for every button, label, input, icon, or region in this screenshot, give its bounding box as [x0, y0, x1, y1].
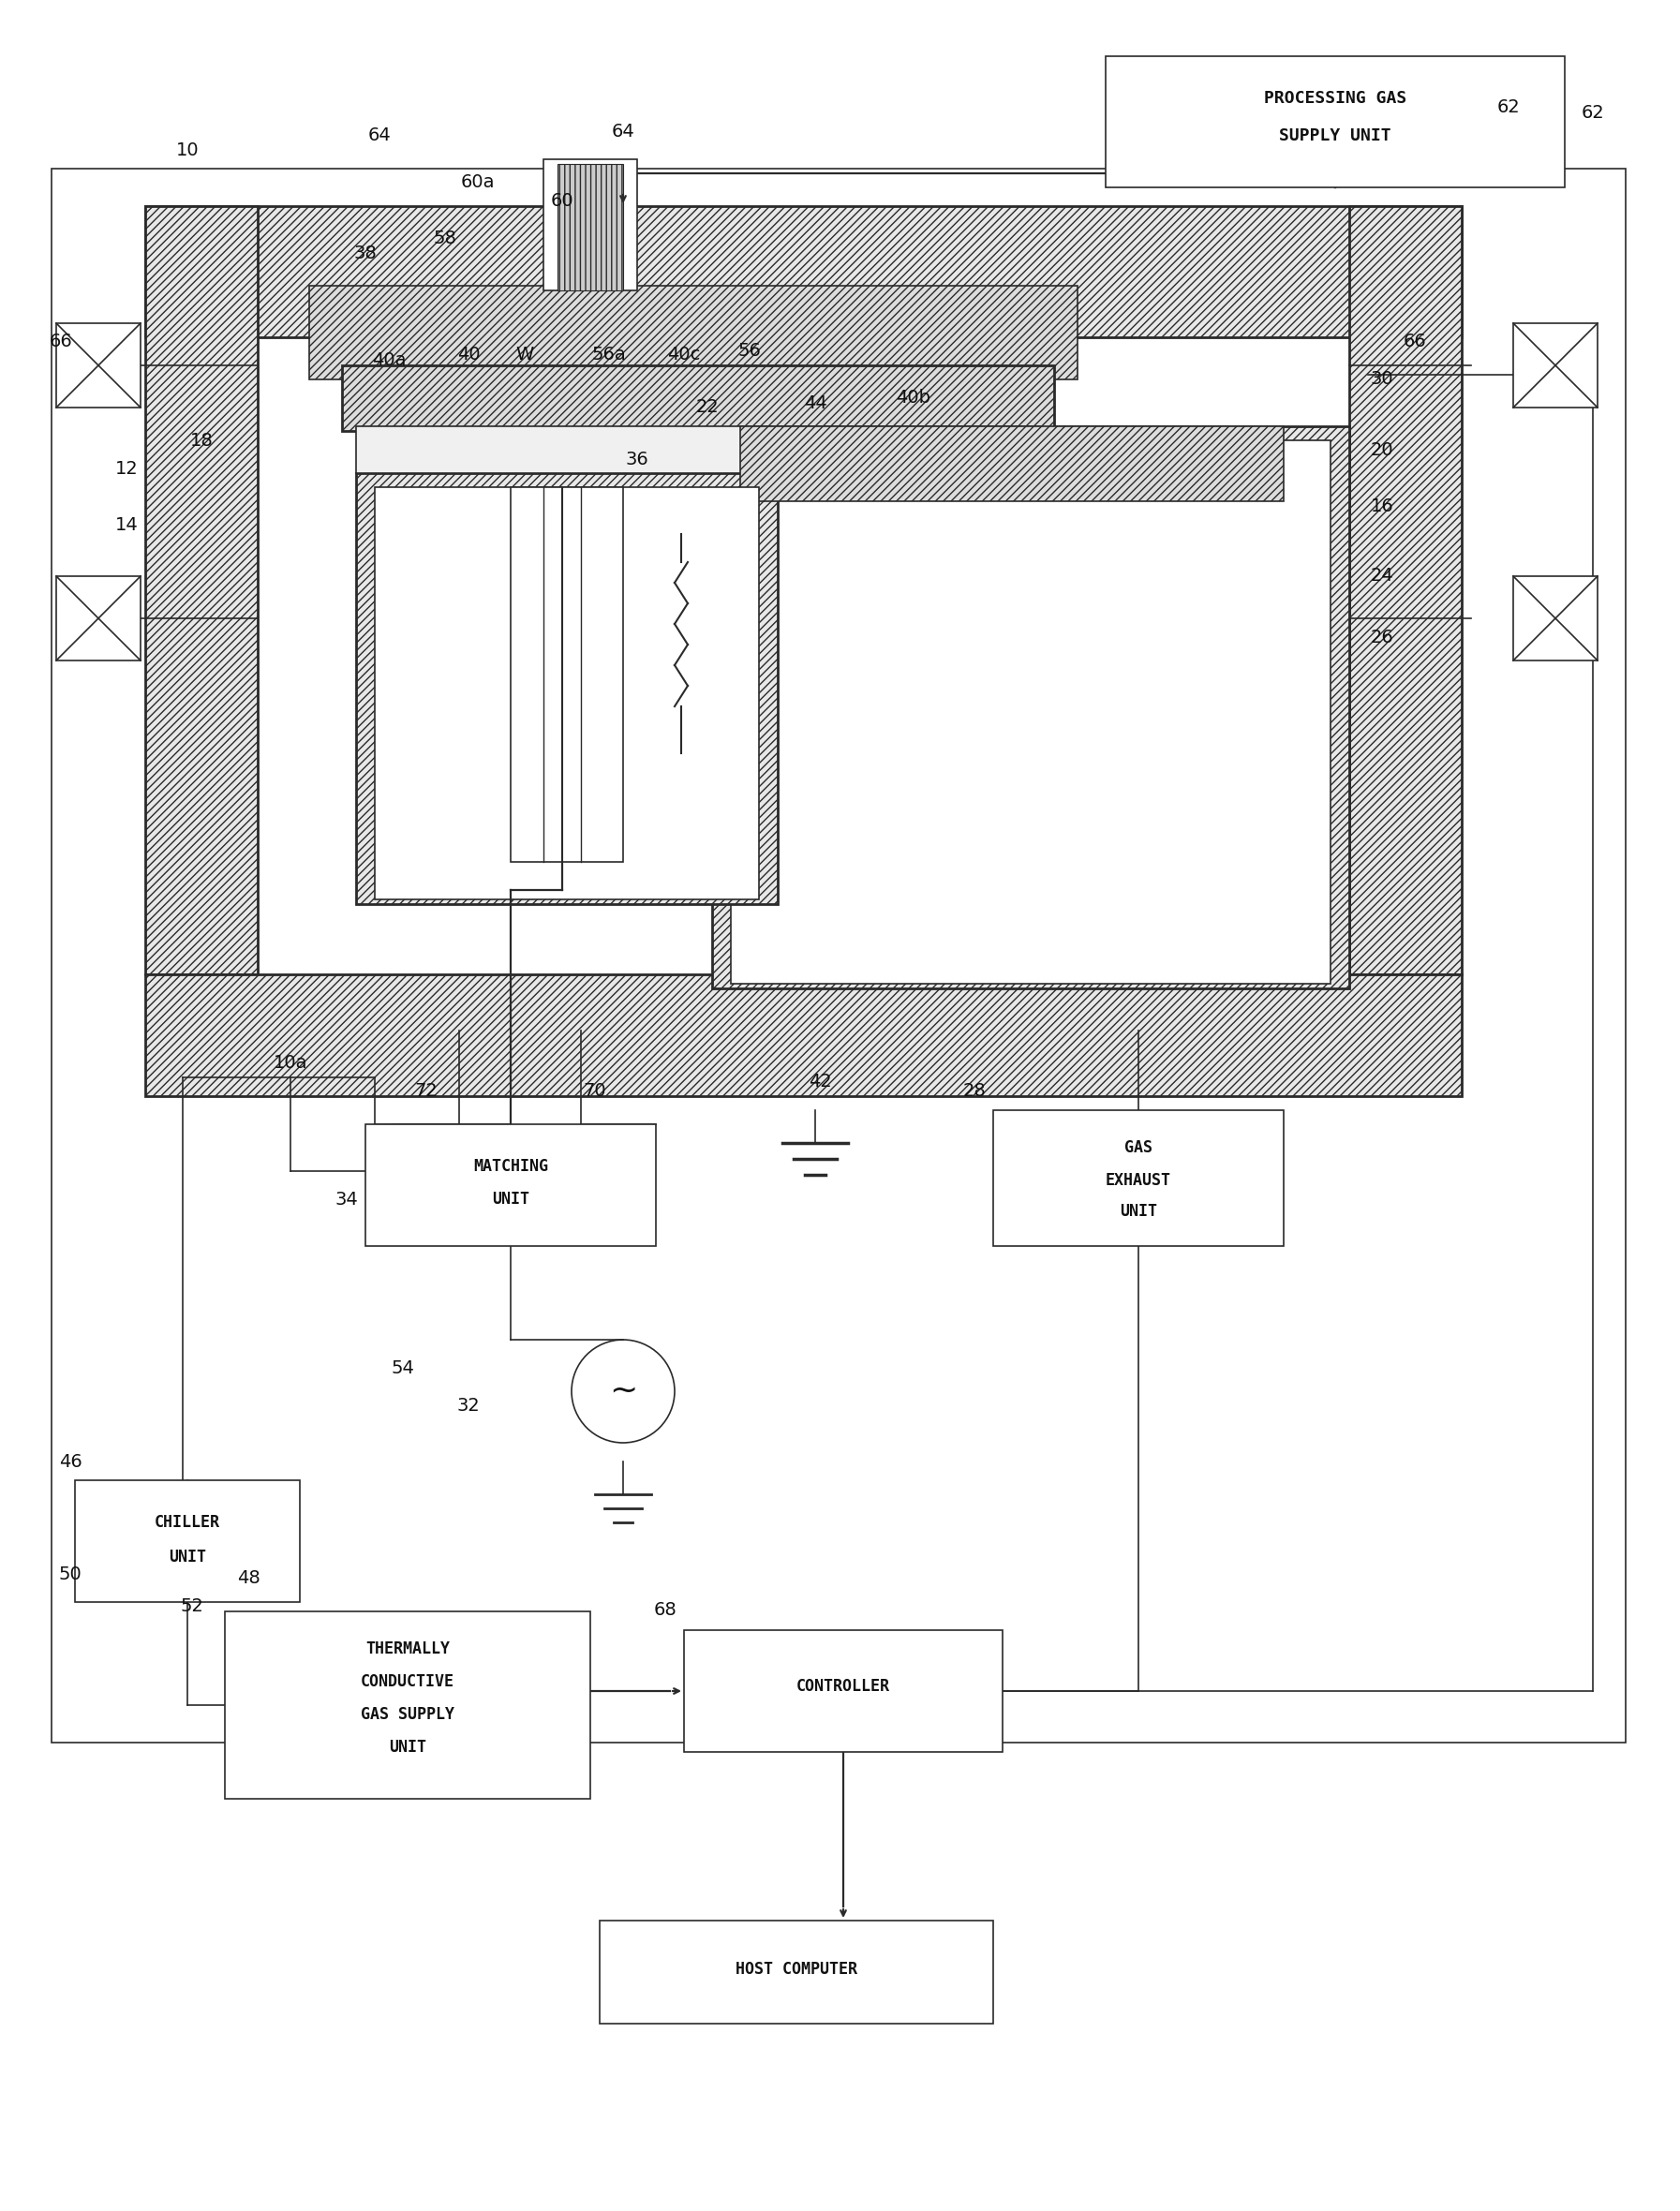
Text: 20: 20: [1371, 440, 1394, 458]
Text: 32: 32: [457, 1397, 480, 1415]
Bar: [543, 159, 637, 290]
Text: PROCESSING GAS: PROCESSING GAS: [1263, 91, 1406, 106]
Bar: [343, 365, 1053, 431]
Bar: [1514, 323, 1598, 407]
Text: 26: 26: [1371, 628, 1394, 646]
Text: 44: 44: [803, 394, 827, 411]
Text: ~: ~: [608, 1375, 637, 1406]
Bar: [76, 1479, 299, 1603]
Text: 64: 64: [612, 122, 635, 139]
Bar: [366, 1123, 655, 1247]
Text: 22: 22: [696, 398, 719, 416]
Bar: [1349, 206, 1462, 975]
Text: 46: 46: [59, 1453, 82, 1470]
Text: 30: 30: [1371, 371, 1394, 389]
Bar: [511, 486, 623, 862]
Text: 70: 70: [583, 1083, 606, 1101]
Text: 68: 68: [654, 1601, 677, 1618]
Text: UNIT: UNIT: [1119, 1203, 1158, 1220]
Text: W: W: [516, 345, 534, 363]
Text: SUPPLY UNIT: SUPPLY UNIT: [1278, 128, 1391, 144]
Text: CONTROLLER: CONTROLLER: [796, 1678, 890, 1696]
Text: EXHAUST: EXHAUST: [1105, 1172, 1171, 1190]
Bar: [741, 427, 1284, 502]
Text: 36: 36: [625, 451, 648, 469]
Text: 66: 66: [49, 334, 72, 352]
Bar: [684, 1630, 1003, 1751]
Text: 50: 50: [59, 1565, 82, 1583]
Bar: [356, 427, 1040, 473]
Text: 12: 12: [114, 460, 138, 478]
Bar: [558, 164, 623, 290]
Text: 24: 24: [1371, 568, 1394, 586]
Text: 62: 62: [1497, 99, 1520, 117]
Bar: [375, 486, 759, 900]
Text: 40: 40: [457, 345, 480, 363]
Text: 60a: 60a: [460, 175, 496, 192]
Bar: [993, 1110, 1284, 1247]
Bar: [1105, 55, 1564, 188]
Text: 54: 54: [391, 1360, 415, 1377]
Text: CONDUCTIVE: CONDUCTIVE: [361, 1674, 454, 1689]
Text: 40a: 40a: [371, 352, 407, 369]
Text: 56: 56: [738, 343, 761, 360]
Text: 42: 42: [808, 1072, 832, 1090]
Text: 56a: 56a: [591, 345, 627, 363]
Text: 48: 48: [237, 1570, 260, 1587]
Text: UNIT: UNIT: [492, 1192, 529, 1207]
Text: GAS SUPPLY: GAS SUPPLY: [361, 1707, 454, 1722]
Text: 16: 16: [1371, 497, 1394, 515]
Text: HOST COMPUTER: HOST COMPUTER: [736, 1961, 857, 1977]
Bar: [600, 1921, 993, 2023]
Text: 58: 58: [433, 230, 457, 248]
Text: 40c: 40c: [667, 345, 701, 363]
Bar: [52, 168, 1626, 1742]
Text: 34: 34: [334, 1190, 358, 1207]
Text: UNIT: UNIT: [168, 1548, 207, 1565]
Text: 38: 38: [354, 243, 376, 261]
Text: 18: 18: [190, 431, 213, 449]
Bar: [55, 577, 141, 661]
Bar: [309, 285, 1077, 380]
Text: 62: 62: [1581, 104, 1604, 122]
Bar: [712, 427, 1349, 988]
Text: 14: 14: [114, 515, 138, 533]
Bar: [144, 206, 257, 975]
Text: 10: 10: [176, 142, 198, 159]
Text: GAS: GAS: [1124, 1139, 1152, 1156]
Text: 28: 28: [963, 1083, 986, 1101]
Text: MATCHING: MATCHING: [474, 1159, 548, 1174]
Bar: [144, 975, 1462, 1097]
Text: 40b: 40b: [895, 389, 931, 407]
Bar: [731, 440, 1331, 984]
Text: 72: 72: [415, 1083, 438, 1101]
Text: 66: 66: [1403, 334, 1426, 352]
Text: 60: 60: [551, 192, 575, 210]
Bar: [1514, 577, 1598, 661]
Text: 64: 64: [368, 126, 391, 144]
Text: CHILLER: CHILLER: [155, 1515, 220, 1530]
Bar: [225, 1612, 590, 1800]
Bar: [55, 323, 141, 407]
Text: THERMALLY: THERMALLY: [366, 1641, 450, 1658]
Text: UNIT: UNIT: [388, 1738, 427, 1756]
Text: 52: 52: [180, 1599, 203, 1616]
Text: 10a: 10a: [274, 1055, 307, 1072]
Bar: [144, 206, 1462, 338]
Bar: [356, 473, 778, 904]
